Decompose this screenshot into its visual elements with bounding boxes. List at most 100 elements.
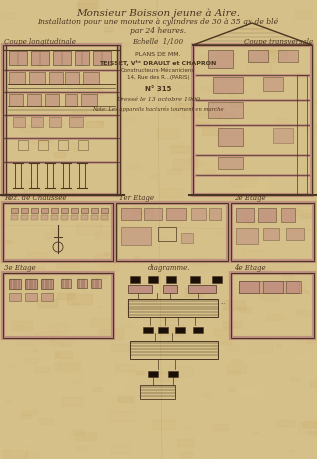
Bar [283,275,293,279]
Bar [51,208,58,213]
Bar [195,437,205,441]
Bar [282,94,292,97]
Bar [299,423,317,433]
Bar [247,17,253,19]
Bar [55,351,72,358]
Bar [177,439,194,446]
Bar [131,226,147,232]
Bar [12,448,28,454]
Bar [256,21,259,22]
Bar [99,330,123,339]
Bar [83,72,99,84]
Text: N° 315: N° 315 [145,86,171,92]
Bar [240,99,244,101]
Bar [128,299,218,317]
Text: Dressé le 13 octobre 1900: Dressé le 13 octobre 1900 [116,97,200,102]
Bar [301,213,312,218]
Bar [287,191,312,202]
Text: Coupe longitudinale: Coupe longitudinale [4,38,76,46]
Text: ...: ... [220,301,225,306]
Bar [238,307,251,313]
Bar [308,125,317,133]
Bar [199,55,224,65]
Bar [143,327,153,333]
Bar [259,57,275,64]
Bar [180,453,191,457]
Bar [268,59,276,62]
Bar [244,180,268,190]
Bar [29,72,45,84]
Bar [49,72,63,84]
Bar [223,300,245,309]
Bar [287,275,294,278]
Bar [302,290,306,292]
Bar [212,73,229,79]
Bar [77,224,101,234]
Text: 3e Etage: 3e Etage [4,264,36,272]
Bar [142,302,159,310]
Bar [5,62,10,64]
Bar [62,397,82,405]
Bar [185,202,193,205]
Bar [249,343,272,352]
Bar [156,402,166,406]
Bar [77,3,96,11]
Bar [115,364,135,371]
Bar [231,440,238,443]
Bar [9,72,25,84]
Bar [100,264,118,271]
Bar [167,168,181,174]
Bar [191,152,209,159]
Bar [254,431,258,433]
Bar [114,11,118,13]
Bar [252,24,269,31]
Bar [263,228,279,240]
Bar [239,281,259,293]
Bar [133,211,152,219]
Bar [9,51,27,65]
Bar [74,149,79,151]
Bar [231,176,256,185]
Bar [315,129,317,134]
Bar [294,211,314,218]
Bar [3,273,113,338]
Bar [18,140,28,150]
Bar [172,98,182,102]
Bar [121,208,141,220]
Bar [191,208,206,220]
Bar [132,0,137,3]
Bar [54,152,65,157]
Bar [17,338,34,345]
Bar [286,228,304,240]
Bar [98,213,117,220]
Bar [116,203,228,261]
Bar [72,111,86,117]
Bar [182,111,198,118]
Bar [312,180,317,190]
Bar [41,215,48,220]
Bar [134,257,140,259]
Bar [61,279,71,288]
Bar [71,215,78,220]
Bar [209,32,220,36]
Bar [307,338,317,342]
Bar [208,50,233,68]
Bar [36,408,57,417]
Bar [213,77,243,93]
Bar [167,452,184,459]
Bar [118,396,133,402]
Bar [37,24,56,32]
Bar [160,188,184,197]
Bar [216,230,228,235]
Bar [169,366,193,375]
Bar [44,233,56,238]
Bar [290,377,299,380]
Bar [40,419,52,424]
Bar [185,288,204,296]
Bar [119,42,128,46]
Bar [36,332,59,341]
Bar [161,236,167,239]
Text: Monsieur Boisson jeune à Aire.: Monsieur Boisson jeune à Aire. [76,8,240,17]
Bar [132,206,152,214]
Bar [17,325,22,327]
